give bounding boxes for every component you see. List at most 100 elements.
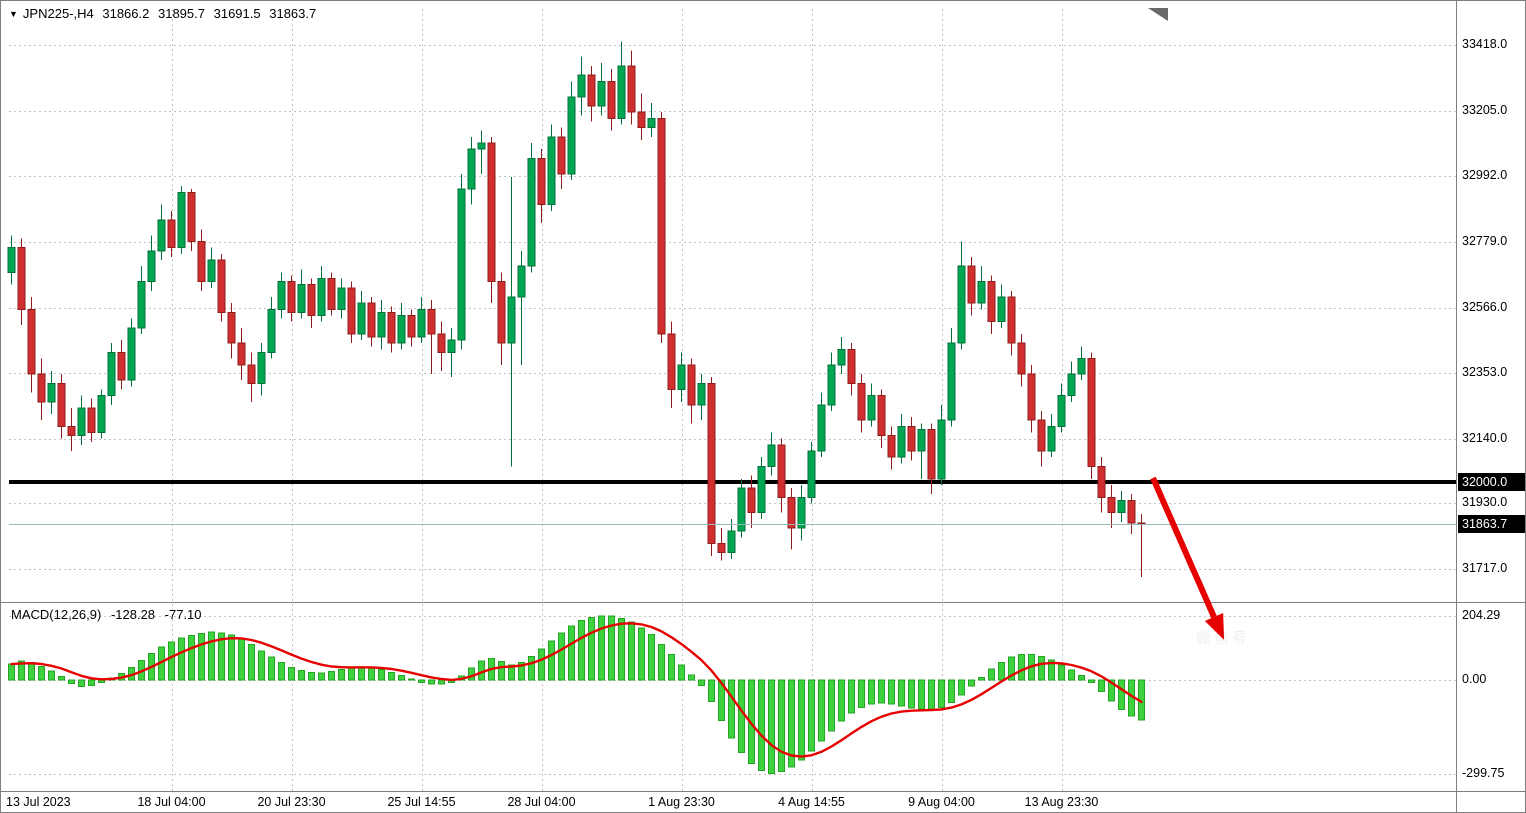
candle-body (817, 404, 826, 452)
candle-body (597, 80, 606, 107)
candle-body (117, 351, 126, 381)
candle-body (627, 65, 636, 113)
candle-body (207, 259, 216, 283)
macd-histogram-bar (248, 644, 255, 681)
macd-histogram-bar (1098, 679, 1105, 693)
candle-body (1037, 419, 1046, 452)
candle-body (857, 382, 866, 421)
macd-histogram-bar (968, 679, 975, 687)
candle-body (177, 191, 186, 249)
candle-body (777, 444, 786, 498)
macd-histogram-bar (618, 617, 625, 681)
candle-body (187, 191, 196, 243)
candle-body (57, 382, 66, 427)
candle-body (367, 302, 376, 338)
macd-histogram-bar (498, 661, 505, 681)
macd-histogram-bar (268, 656, 275, 681)
candle-body (347, 287, 356, 335)
price-axis[interactable] (1457, 1, 1525, 812)
candle-body (947, 342, 956, 421)
candle-body (167, 219, 176, 249)
candle-body (917, 428, 926, 452)
macd-histogram-bar (298, 669, 305, 681)
trend-arrow[interactable] (1150, 476, 1225, 640)
macd-histogram-bar (878, 679, 885, 704)
macd-histogram-bar (28, 662, 35, 681)
candle-body (557, 136, 566, 175)
macd-histogram-bar (668, 654, 675, 681)
macd-histogram-bar (958, 679, 965, 696)
macd-histogram-bar (438, 679, 445, 685)
macd-histogram-bar (988, 668, 995, 681)
macd-histogram-bar (628, 621, 635, 681)
macd-histogram-bar (848, 679, 855, 714)
macd-histogram-bar (528, 655, 535, 681)
candle-body (1097, 465, 1106, 498)
macd-histogram-bar (1048, 659, 1055, 681)
candle-body (247, 364, 256, 384)
macd-histogram-bar (658, 644, 665, 681)
candle-body (457, 188, 466, 341)
candle-body (997, 296, 1006, 323)
macd-histogram-bar (708, 679, 715, 703)
candle-body (517, 265, 526, 298)
candle-body (297, 284, 306, 313)
macd-histogram-bar (558, 632, 565, 681)
macd-histogram-bar (348, 667, 355, 681)
candle-body (497, 281, 506, 344)
macd-histogram-bar (88, 679, 95, 686)
candle-body (897, 425, 906, 458)
candle-body (1077, 358, 1086, 375)
macd-histogram-bar (918, 679, 925, 710)
candle-body (937, 419, 946, 480)
macd-histogram-bar (588, 616, 595, 681)
macd-histogram-bar (398, 675, 405, 681)
trend-arrow-head (1204, 612, 1225, 640)
candle-body (7, 247, 16, 273)
macd-histogram-bar (428, 679, 435, 685)
candle-body (617, 65, 626, 119)
candle-body (927, 428, 936, 480)
candle-body (587, 74, 596, 107)
candle-body (487, 142, 496, 283)
candle-body (657, 117, 666, 335)
macd-histogram-bar (1058, 664, 1065, 681)
candle-body (1067, 373, 1076, 397)
candle-body (1117, 499, 1126, 514)
macd-histogram-bar (358, 666, 365, 681)
macd-histogram-bar (718, 679, 725, 722)
candle-body (1057, 395, 1066, 427)
candle-body (757, 465, 766, 514)
chart-shift-marker-icon[interactable] (1148, 8, 1168, 21)
candle-body (337, 287, 346, 310)
candle-body (97, 395, 106, 434)
macd-histogram-bar (728, 679, 735, 739)
macd-histogram-bar (178, 637, 185, 681)
macd-histogram-bar (598, 615, 605, 681)
candle-body (877, 395, 886, 437)
candle-body (547, 136, 556, 206)
candle-body (1027, 373, 1036, 421)
macd-histogram-bar (1018, 654, 1025, 681)
candle-body (687, 364, 696, 406)
candle-body (77, 407, 86, 437)
macd-histogram-bar (288, 666, 295, 681)
macd-signal-line (10, 622, 1143, 758)
macd-histogram-bar (638, 627, 645, 681)
candle-body (1127, 499, 1136, 524)
candle-body (707, 382, 716, 544)
macd-histogram-bar (1078, 674, 1085, 681)
candle-body (47, 382, 56, 403)
macd-histogram-bar (238, 638, 245, 681)
macd-histogram-bar (938, 679, 945, 708)
candle-body (567, 96, 576, 175)
macd-histogram-bar (798, 679, 805, 761)
time-axis[interactable] (1, 792, 1456, 812)
candle-body (87, 407, 96, 434)
macd-histogram-bar (18, 660, 25, 681)
candle-body (697, 382, 706, 406)
candle-body (1137, 522, 1146, 525)
macd-histogram-bar (168, 641, 175, 681)
macd-histogram-bar (818, 679, 825, 742)
